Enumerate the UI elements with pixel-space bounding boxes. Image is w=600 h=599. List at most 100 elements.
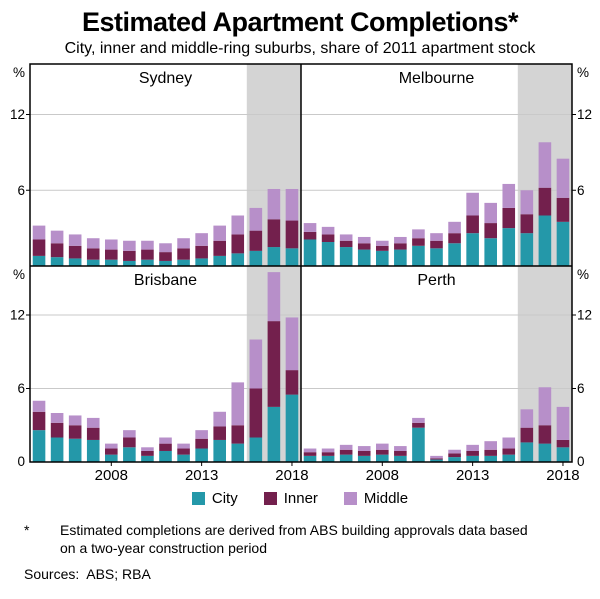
bar-segment-middle — [195, 430, 208, 439]
bar-segment-city — [339, 247, 353, 266]
bar-segment-city — [105, 259, 118, 266]
bar-segment-city — [105, 454, 118, 462]
bar-segment-inner — [32, 239, 46, 256]
bar-segment-middle — [448, 221, 461, 234]
bar-segment-inner — [249, 230, 263, 251]
sources: Sources: ABS; RBA — [24, 566, 151, 583]
bar-segment-middle — [50, 230, 64, 244]
bar-segment-inner — [285, 370, 299, 395]
bar-segment-middle — [502, 183, 516, 208]
bar-segment-city — [249, 250, 263, 266]
bar-segment-middle — [556, 406, 570, 440]
bar-segment-middle — [123, 240, 136, 251]
bar-segment-middle — [484, 202, 497, 224]
bar-segment-city — [32, 430, 46, 462]
panel-melbourne: Melbourne — [301, 64, 572, 266]
bar-segment-middle — [141, 240, 154, 250]
bar-segment-inner — [448, 453, 461, 458]
bar-segment-middle — [249, 339, 263, 389]
y-axis-label-left: 6 — [17, 183, 25, 198]
bar-segment-city — [267, 247, 281, 266]
bar-segment-city — [123, 447, 136, 462]
bar-segment-inner — [249, 388, 263, 438]
panel-perth: Perth — [301, 266, 572, 462]
panel-title: Sydney — [139, 70, 192, 87]
bar-segment-middle — [231, 382, 245, 426]
bar-segment-middle — [303, 448, 317, 453]
bar-segment-city — [321, 242, 335, 266]
bar-segment-city — [50, 437, 64, 462]
bar-segment-inner — [556, 197, 570, 222]
bar-segment-middle — [68, 415, 82, 426]
bar-segment-inner — [376, 245, 389, 251]
bar-segment-city — [213, 439, 226, 462]
bar-segment-inner — [231, 234, 245, 254]
bar-segment-city — [556, 221, 570, 266]
bar-segment-inner — [177, 448, 190, 455]
panel-title: Brisbane — [134, 272, 197, 289]
bar-segment-middle — [50, 413, 64, 423]
bar-segment-inner — [520, 214, 534, 234]
bar-segment-inner — [502, 448, 516, 455]
bar-segment-city — [141, 259, 154, 266]
bar-segment-middle — [177, 443, 190, 449]
y-axis-label-left: 12 — [10, 107, 25, 122]
bar-segment-city — [394, 455, 407, 462]
legend-item-city: City — [191, 489, 238, 507]
bar-segment-inner — [141, 249, 154, 260]
bar-segment-middle — [520, 409, 534, 428]
legend-swatch-city — [191, 491, 205, 505]
bar-segment-middle — [538, 387, 552, 426]
bar-segment-city — [339, 454, 353, 462]
footnote-text: Estimated completions are derived from A… — [60, 522, 528, 557]
panel-title: Perth — [417, 272, 455, 289]
bar-segment-inner — [213, 240, 226, 256]
legend-label: City — [211, 489, 238, 507]
bar-segment-inner — [50, 243, 64, 258]
bar-segment-middle — [213, 411, 226, 427]
legend-swatch-middle — [343, 491, 357, 505]
footnote-marker: * — [24, 522, 30, 538]
y-axis-label-left: 6 — [17, 381, 25, 396]
bar-segment-inner — [231, 425, 245, 444]
bar-segment-middle — [430, 455, 443, 459]
bar-segment-middle — [285, 317, 299, 371]
y-axis-label-right: 0 — [577, 454, 585, 469]
bar-segment-middle — [394, 236, 407, 244]
bar-segment-middle — [159, 437, 172, 444]
bar-segment-inner — [141, 450, 154, 456]
bar-segment-middle — [321, 448, 335, 453]
bar-segment-inner — [502, 207, 516, 229]
bar-segment-city — [285, 248, 299, 266]
bar-segment-middle — [249, 207, 263, 231]
bar-segment-inner — [484, 223, 497, 239]
bar-segment-city — [394, 249, 407, 266]
bar-segment-middle — [321, 226, 335, 235]
bar-segment-inner — [105, 448, 118, 455]
bar-segment-inner — [538, 187, 552, 216]
y-axis-label-right: 6 — [577, 183, 585, 198]
bar-segment-city — [376, 454, 389, 462]
x-axis-label: 2008 — [366, 467, 399, 484]
bar-segment-city — [159, 260, 172, 266]
bar-segment-middle — [105, 443, 118, 449]
bar-segment-inner — [177, 248, 190, 260]
bar-segment-middle — [86, 417, 100, 428]
bar-segment-inner — [123, 437, 136, 448]
bar-segment-middle — [339, 234, 353, 241]
y-axis-label-right: 6 — [577, 381, 585, 396]
bar-segment-inner — [123, 250, 136, 261]
bar-segment-city — [484, 455, 497, 462]
bar-segment-city — [430, 459, 443, 462]
y-axis-label-left: 12 — [10, 308, 25, 323]
bar-segment-city — [68, 438, 82, 462]
bar-segment-middle — [123, 430, 136, 438]
bar-segment-middle — [86, 238, 100, 249]
bar-segment-city — [321, 455, 335, 462]
bar-segment-city — [538, 443, 552, 462]
bar-segment-inner — [303, 452, 317, 456]
bar-segment-city — [466, 233, 479, 266]
bar-segment-city — [484, 238, 497, 266]
bar-segment-city — [538, 215, 552, 266]
bar-segment-middle — [141, 447, 154, 451]
